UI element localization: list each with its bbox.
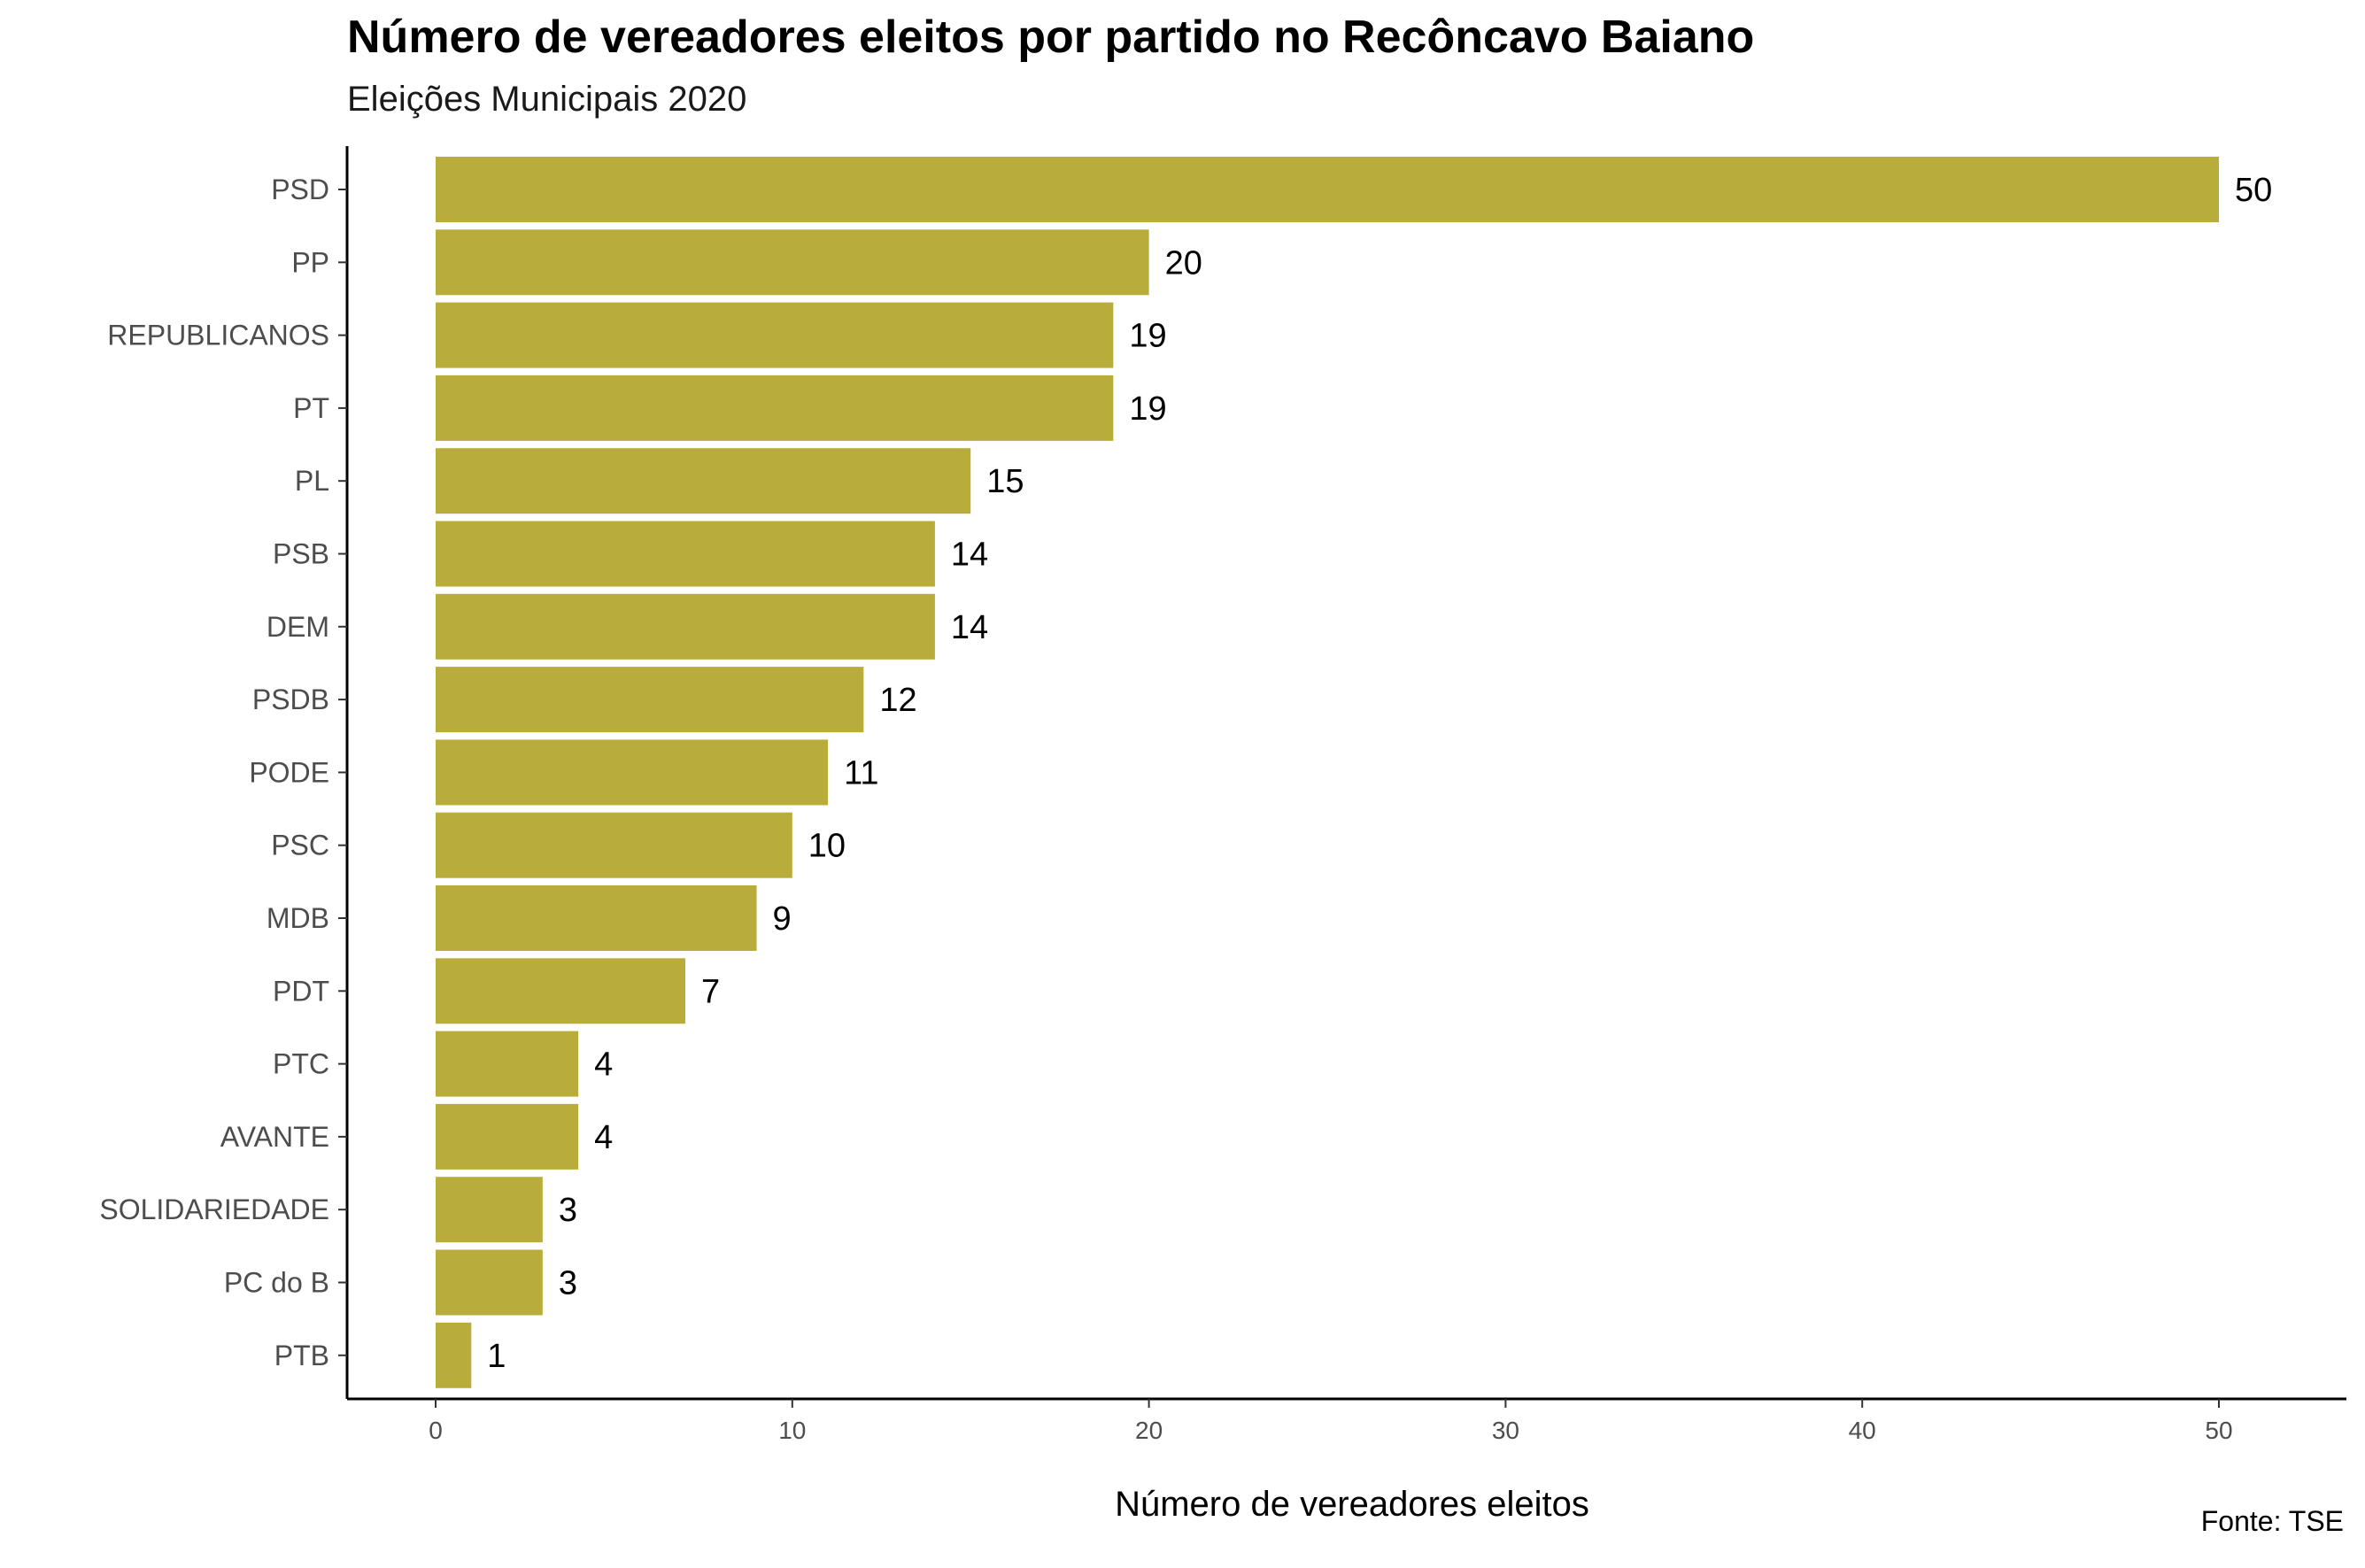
data-label: 1: [487, 1338, 506, 1375]
y-tick-label: PL: [295, 465, 329, 497]
data-label: 19: [1129, 390, 1166, 428]
data-label: 15: [986, 463, 1024, 500]
y-tick-label: AVANTE: [220, 1121, 329, 1153]
y-tick-label: DEM: [267, 611, 329, 643]
data-label: 3: [559, 1192, 577, 1229]
y-tick-label: PSB: [273, 538, 329, 570]
x-tick-label: 50: [2205, 1417, 2232, 1444]
bar: [436, 1031, 579, 1097]
y-tick-label: PSC: [271, 830, 329, 861]
bar: [436, 812, 792, 878]
y-tick-label: PC do B: [224, 1267, 329, 1299]
y-tick-label: PODE: [249, 756, 329, 788]
data-label: 4: [594, 1047, 613, 1084]
bar: [436, 157, 2219, 222]
x-tick-label: 10: [778, 1417, 806, 1444]
bars-group: [436, 157, 2219, 1388]
bar: [436, 1177, 543, 1243]
x-tick-label: 40: [1849, 1417, 1876, 1444]
bar: [436, 667, 864, 733]
x-tick-label: 30: [1492, 1417, 1519, 1444]
bar: [436, 229, 1149, 296]
y-tick-label: REPUBLICANOS: [107, 320, 329, 351]
bar: [436, 1249, 543, 1316]
data-label: 11: [844, 754, 878, 792]
y-tick-label: PSD: [271, 174, 329, 205]
y-tick-label: SOLIDARIEDADE: [99, 1193, 329, 1225]
x-axis: 0 10 20 30 40 50: [347, 1397, 2346, 1444]
bar: [436, 448, 971, 514]
x-tick-label: 0: [429, 1417, 443, 1444]
bar: [436, 593, 935, 660]
data-label: 3: [559, 1265, 577, 1302]
data-label: 14: [951, 609, 988, 646]
chart-caption: Fonte: TSE: [2200, 1505, 2344, 1537]
y-tick-label: PSDB: [252, 684, 329, 715]
data-label: 4: [594, 1119, 613, 1156]
data-label: 14: [951, 537, 988, 574]
chart-title: Número de vereadores eleitos por partido…: [347, 12, 1755, 63]
y-tick-label: PTB: [274, 1340, 329, 1371]
bar: [436, 739, 829, 806]
y-tick-label: PP: [291, 246, 329, 278]
y-axis: PSD PP REPUBLICANOS PT PL PSB DEM PSDB PODE PSC MD…: [99, 146, 349, 1399]
data-label: 10: [808, 828, 846, 865]
y-tick-label: PDT: [273, 975, 329, 1007]
bar: [436, 302, 1114, 368]
bar: [436, 885, 757, 951]
x-tick-label: 20: [1135, 1417, 1163, 1444]
bar: [436, 521, 935, 587]
data-label: 50: [2235, 172, 2272, 209]
data-label: 12: [879, 682, 916, 719]
y-tick-label: MDB: [267, 902, 329, 934]
data-label: 7: [701, 973, 720, 1010]
bar: [436, 1322, 472, 1388]
x-axis-title: Número de vereadores eleitos: [1115, 1485, 1589, 1524]
bar: [436, 1103, 579, 1170]
data-label: 20: [1165, 244, 1202, 282]
y-tick-label: PTC: [273, 1048, 329, 1080]
chart-subtitle: Eleições Municipais 2020: [347, 80, 747, 119]
bar: [436, 958, 685, 1024]
y-tick-label: PT: [293, 392, 329, 424]
data-label: 19: [1129, 318, 1166, 355]
data-label: 9: [773, 900, 792, 938]
bar: [436, 375, 1114, 441]
